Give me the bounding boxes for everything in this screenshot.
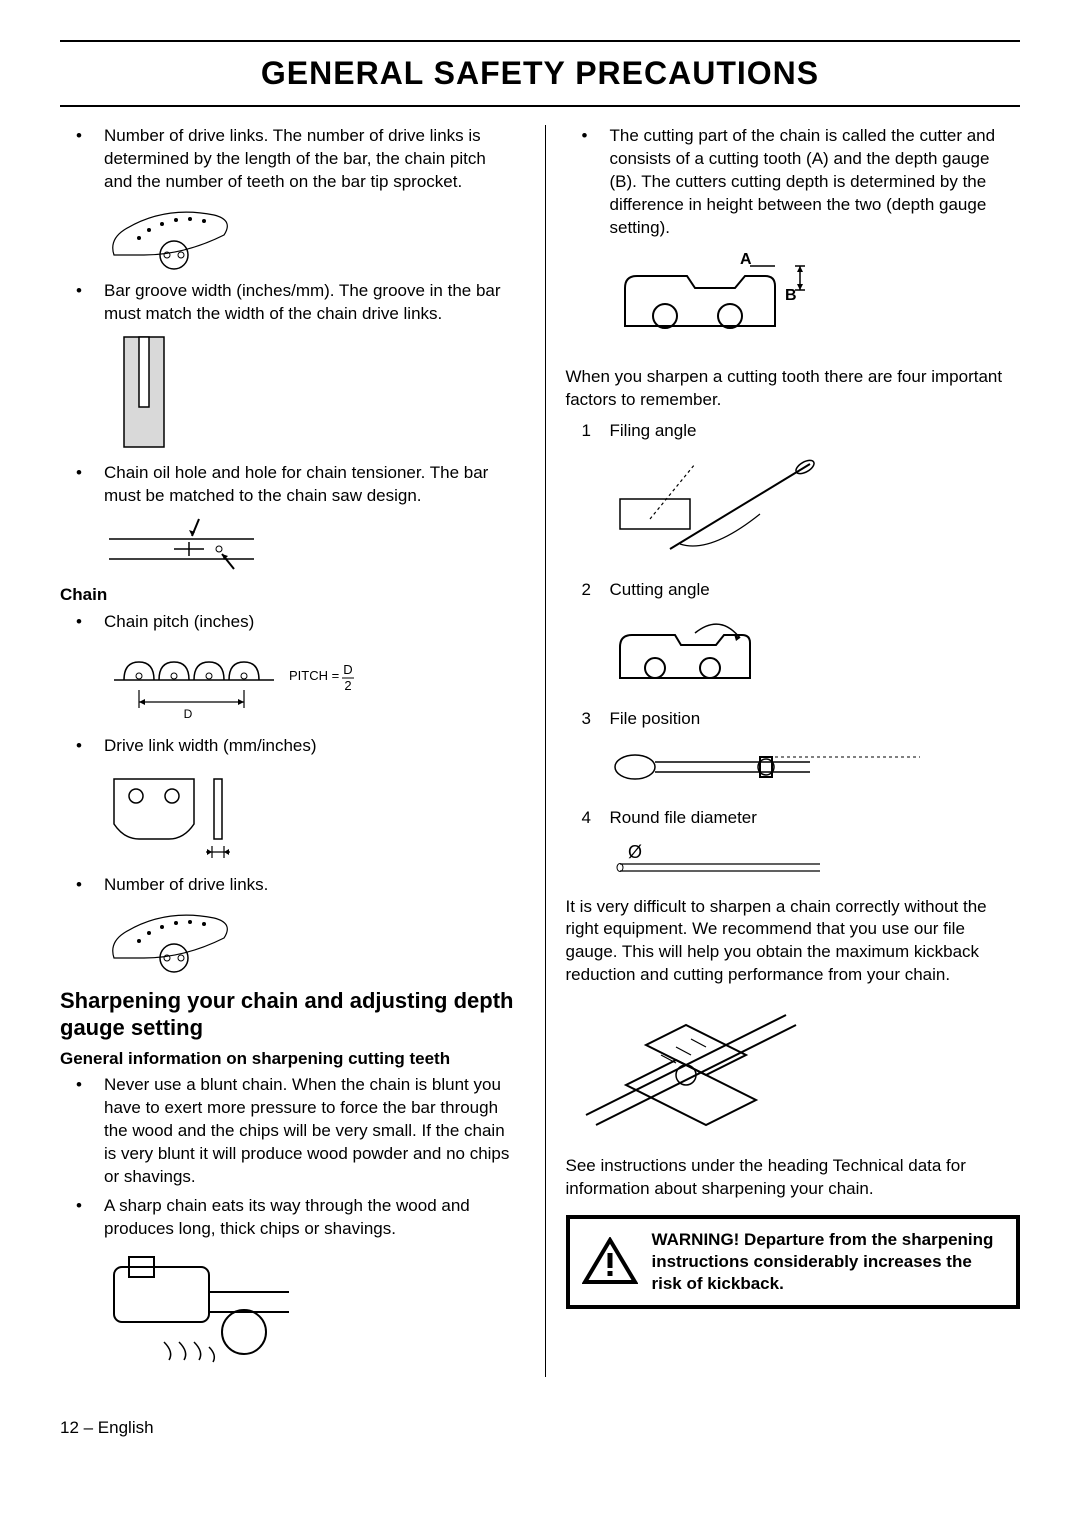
- factor-text: Round file diameter: [610, 808, 757, 827]
- chain-pitch-figure: D PITCH = D 2: [104, 640, 515, 725]
- file-position-figure: [610, 737, 1021, 797]
- bullet-text: Drive link width (mm/inches): [104, 736, 317, 755]
- cutter-intro-list: The cutting part of the chain is called …: [566, 125, 1021, 240]
- svg-text:2: 2: [344, 678, 351, 693]
- factor-text: File position: [610, 709, 701, 728]
- list-item: The cutting part of the chain is called …: [566, 125, 1021, 240]
- sharpening-heading: Sharpening your chain and adjusting dept…: [60, 987, 515, 1042]
- svg-text:D: D: [343, 662, 352, 677]
- list-item: Chain pitch (inches) D: [60, 611, 515, 725]
- bullet-text: Never use a blunt chain. When the chain …: [104, 1075, 509, 1186]
- list-item: 4 Round file diameter Ø: [566, 807, 1021, 886]
- cutting-angle-figure: [610, 608, 1021, 698]
- bullet-text: The cutting part of the chain is called …: [610, 126, 996, 237]
- bar-groove-figure: [104, 332, 515, 452]
- right-column: The cutting part of the chain is called …: [545, 125, 1021, 1377]
- list-item: 2 Cutting angle: [566, 579, 1021, 698]
- pitch-label: PITCH =: [289, 668, 339, 683]
- see-instructions-para: See instructions under the heading Techn…: [566, 1155, 1021, 1201]
- bullet-text: Number of drive links. The number of dri…: [104, 126, 486, 191]
- list-item: Number of drive links. The number of dri…: [60, 125, 515, 270]
- list-item: 3 File position: [566, 708, 1021, 797]
- warning-box: WARNING! Departure from the sharpening i…: [566, 1215, 1021, 1309]
- list-item: Bar groove width (inches/mm). The groove…: [60, 280, 515, 452]
- oil-hole-figure: [104, 514, 515, 574]
- list-item: Drive link width (mm/inches): [60, 735, 515, 864]
- list-item: 1 Filing angle: [566, 420, 1021, 569]
- drive-links-figure: [104, 200, 515, 270]
- page-footer: 12 – English: [60, 1417, 1020, 1440]
- round-file-diameter-figure: Ø: [610, 836, 1021, 886]
- bullet-text: Bar groove width (inches/mm). The groove…: [104, 281, 501, 323]
- warning-text: WARNING! Departure from the sharpening i…: [652, 1229, 1005, 1295]
- svg-text:D: D: [184, 707, 193, 721]
- list-item: Never use a blunt chain. When the chain …: [60, 1074, 515, 1189]
- left-column: Number of drive links. The number of dri…: [60, 125, 515, 1377]
- factor-text: Filing angle: [610, 421, 697, 440]
- sharpening-info-list: Never use a blunt chain. When the chain …: [60, 1074, 515, 1367]
- factors-list: 1 Filing angle 2 Cutting angle: [566, 420, 1021, 886]
- general-info-subheading: General information on sharpening cuttin…: [60, 1048, 515, 1071]
- chain-spec-list: Chain pitch (inches) D: [60, 611, 515, 973]
- drive-link-width-figure: [104, 764, 515, 864]
- cutter-AB-figure: A B: [610, 246, 1021, 356]
- bullet-text: Number of drive links.: [104, 875, 268, 894]
- factor-text: Cutting angle: [610, 580, 710, 599]
- equipment-para: It is very difficult to sharpen a chain …: [566, 896, 1021, 988]
- top-rule: [60, 40, 1020, 42]
- page-title: GENERAL SAFETY PRECAUTIONS: [60, 46, 1020, 101]
- svg-text:Ø: Ø: [628, 842, 642, 862]
- bar-spec-list: Number of drive links. The number of dri…: [60, 125, 515, 574]
- filing-angle-figure: [610, 449, 1021, 569]
- list-item: A sharp chain eats its way through the w…: [60, 1195, 515, 1367]
- two-column-layout: Number of drive links. The number of dri…: [60, 125, 1020, 1377]
- file-gauge-figure: [566, 995, 1021, 1145]
- bullet-text: Chain oil hole and hole for chain tensio…: [104, 463, 488, 505]
- chain-heading: Chain: [60, 584, 515, 607]
- bottom-rule: [60, 105, 1020, 107]
- factors-intro: When you sharpen a cutting tooth there a…: [566, 366, 1021, 412]
- list-item: Chain oil hole and hole for chain tensio…: [60, 462, 515, 574]
- drive-links-count-figure: [104, 903, 515, 973]
- list-item: Number of drive links.: [60, 874, 515, 973]
- warning-icon: [582, 1237, 638, 1287]
- svg-text:B: B: [785, 287, 797, 304]
- sharp-chain-figure: [104, 1247, 515, 1367]
- bullet-text: A sharp chain eats its way through the w…: [104, 1196, 470, 1238]
- bullet-text: Chain pitch (inches): [104, 612, 254, 631]
